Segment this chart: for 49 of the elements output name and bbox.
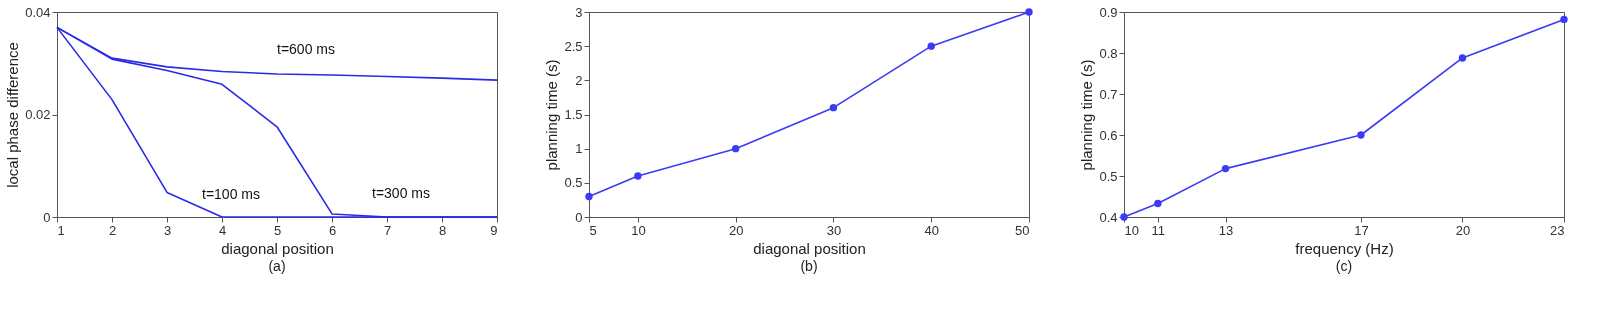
x-tick-label: 1	[57, 222, 65, 238]
x-tick-label: 5	[589, 222, 597, 238]
y-tick-label: 0	[43, 209, 51, 225]
x-tick-label: 30	[826, 222, 842, 238]
x-tick-label: 10	[1124, 222, 1139, 238]
x-tick-label: 5	[273, 222, 282, 238]
x-tick-label: 13	[1218, 222, 1234, 238]
y-tick-label: 0.02	[25, 107, 51, 122]
y-tick-label: 0.5	[564, 175, 583, 191]
y-tick-label: 2	[575, 72, 583, 88]
x-tick-label: 23	[1550, 222, 1565, 238]
x-tick-label: 7	[383, 222, 392, 238]
series-label: t=600 ms	[277, 41, 335, 58]
text: (b)	[800, 258, 818, 274]
x-tick-label: 2	[108, 222, 117, 238]
y-tick-label: 1.5	[564, 107, 583, 122]
x-axis-title: diagonal position	[221, 239, 334, 257]
x-tick-label: 4	[218, 222, 227, 238]
y-axis-title: planning time (s)	[543, 59, 561, 171]
x-axis-title: diagonal position	[753, 239, 866, 257]
y-tick-label: 0.7	[1099, 86, 1118, 102]
x-tick-label: 20	[1455, 222, 1471, 238]
x-tick-label: 9	[490, 222, 498, 238]
x-tick-label: 50	[1015, 222, 1030, 238]
y-tick-label: 0.8	[1099, 45, 1118, 61]
x-axis-title: frequency (Hz)	[1295, 239, 1394, 257]
x-tick-label: 20	[728, 222, 744, 238]
y-tick-label: 3	[575, 4, 583, 20]
x-tick-label: 10	[631, 222, 646, 238]
y-tick-label: 2.5	[564, 38, 583, 54]
series-label: t=300 ms	[372, 184, 430, 201]
series-label: t=100 ms	[202, 186, 260, 202]
y-tick-label: 1	[575, 141, 583, 157]
y-tick-label: 0.04	[25, 4, 51, 20]
text: (c)	[1335, 258, 1353, 274]
y-tick-label: 0.5	[1099, 168, 1118, 184]
x-tick-label: 6	[328, 222, 337, 238]
y-tick-label: 0.9	[1099, 4, 1118, 20]
x-tick-label: 40	[924, 222, 939, 238]
x-tick-label: 8	[438, 222, 447, 238]
text: (a)	[268, 258, 286, 274]
x-tick-label: 3	[163, 222, 172, 238]
y-tick-label: 0.4	[1099, 209, 1118, 225]
x-tick-label: 17	[1354, 222, 1369, 238]
y-axis-title: planning time (s)	[1078, 59, 1096, 171]
y-tick-label: 0	[575, 209, 583, 225]
y-axis-title: local phase difference	[4, 42, 22, 188]
x-tick-label: 11	[1151, 222, 1166, 238]
y-tick-label: 0.6	[1099, 127, 1118, 143]
